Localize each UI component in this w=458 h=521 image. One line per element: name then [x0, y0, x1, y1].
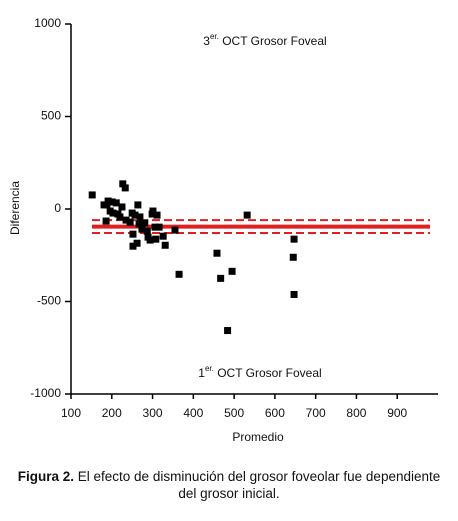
annotation-number: 1 [198, 366, 205, 380]
y-tick-label: 1000 [34, 16, 61, 30]
point [88, 191, 96, 199]
point [141, 219, 149, 227]
point [159, 232, 167, 240]
x-tick-label: 700 [306, 406, 326, 420]
y-tick-label: 0 [54, 201, 61, 215]
caption-text: El efecto de disminución del grosor fove… [74, 469, 441, 501]
point [217, 274, 225, 282]
x-tick-label: 400 [183, 406, 203, 420]
point [224, 327, 232, 335]
x-tick-label: 500 [224, 406, 244, 420]
x-tick-label: 600 [265, 406, 285, 420]
annotation-number: 3 [203, 34, 210, 48]
point [161, 241, 169, 249]
point [122, 216, 130, 224]
annotation-sup: er. [205, 364, 214, 373]
chart: 3er. OCT Grosor Foveal 1er. OCT Grosor F… [8, 16, 438, 444]
point [119, 180, 127, 188]
y-tick-label: -1000 [30, 386, 61, 400]
point [290, 290, 298, 298]
y-tick-label: -500 [37, 294, 61, 308]
point [104, 197, 112, 205]
x-tick-label: 300 [143, 406, 163, 420]
point [143, 227, 151, 235]
point [118, 203, 126, 211]
point [213, 249, 221, 257]
point [109, 209, 117, 217]
point [146, 236, 154, 244]
y-tick-label: 500 [41, 109, 61, 123]
point [129, 230, 137, 238]
point [133, 239, 141, 247]
point [135, 220, 143, 228]
caption: Figura 2. El efecto de disminución del g… [10, 468, 448, 502]
point [149, 207, 157, 215]
point [108, 198, 116, 206]
point [151, 223, 159, 231]
point [243, 211, 251, 219]
point [171, 226, 179, 234]
x-tick-label: 800 [346, 406, 366, 420]
y-axis-label: Diferencia [8, 181, 22, 235]
point [116, 213, 124, 221]
annotation-text: OCT Grosor Foveal [214, 366, 322, 380]
point [129, 242, 137, 250]
point [290, 235, 298, 243]
point [155, 223, 163, 231]
annotation-text: OCT Grosor Foveal [219, 34, 327, 48]
point [131, 211, 139, 219]
annotation-sup: er. [210, 32, 219, 41]
caption-label: Figura 2. [17, 469, 75, 484]
x-axis-label: Promedio [232, 430, 284, 444]
point [126, 218, 134, 226]
point [153, 211, 161, 219]
annotation: 1er. OCT Grosor Foveal [198, 364, 321, 380]
point [138, 225, 146, 233]
point [175, 270, 183, 278]
point [152, 235, 160, 243]
point [134, 201, 142, 209]
x-tick-label: 200 [102, 406, 122, 420]
point [112, 199, 120, 207]
annotation: 3er. OCT Grosor Foveal [203, 32, 326, 48]
x-tick-label: 900 [387, 406, 407, 420]
x-tick-label: 100 [61, 406, 81, 420]
point [103, 201, 111, 209]
point [121, 184, 129, 192]
point [228, 267, 236, 275]
point [102, 217, 110, 225]
point [289, 253, 297, 261]
point [136, 213, 144, 221]
